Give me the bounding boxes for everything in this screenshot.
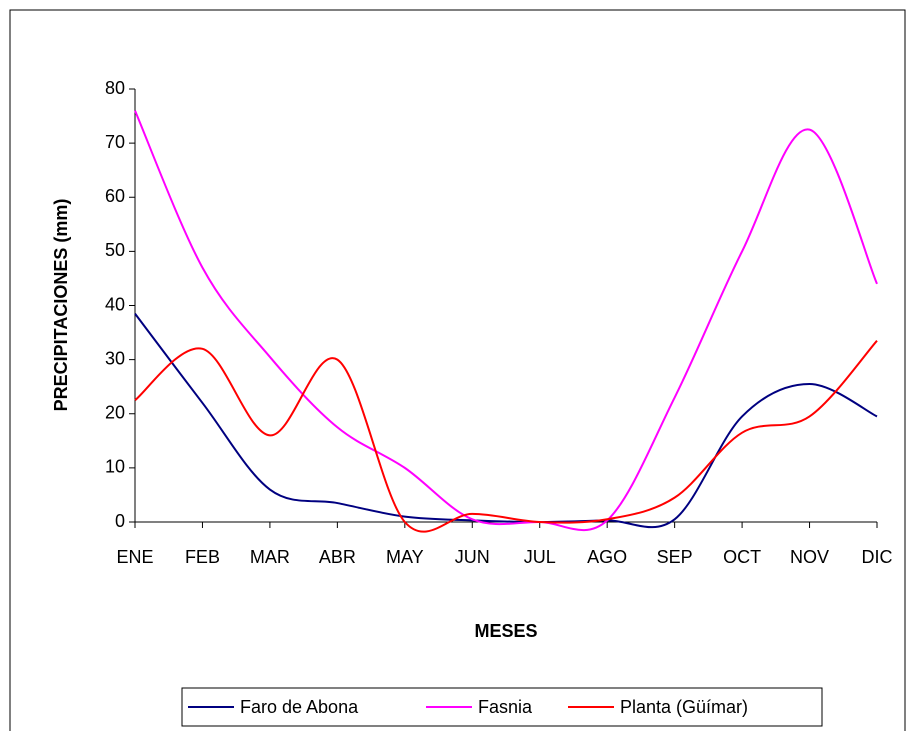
y-tick-label: 40	[105, 294, 125, 314]
x-tick-label: OCT	[723, 547, 761, 567]
series-line	[134, 313, 878, 529]
y-tick-label: 20	[105, 403, 125, 423]
series-line	[134, 110, 878, 531]
x-tick-label: DIC	[862, 547, 893, 567]
legend	[181, 687, 823, 727]
x-axis-label: MESES	[474, 621, 537, 641]
y-tick-label: 60	[105, 186, 125, 206]
y-tick-label: 0	[115, 511, 125, 531]
x-tick-label: JUN	[455, 547, 490, 567]
y-tick-label: 80	[105, 78, 125, 98]
legend-label: Faro de Abona	[240, 697, 359, 717]
x-tick-label: MAR	[250, 547, 290, 567]
legend-label: Planta (Güímar)	[620, 697, 748, 717]
x-tick-label: SEP	[657, 547, 693, 567]
y-tick-label: 10	[105, 457, 125, 477]
x-tick-label: ABR	[319, 547, 356, 567]
chart-frame	[9, 9, 906, 731]
legend-label: Fasnia	[478, 697, 533, 717]
x-tick-label: FEB	[185, 547, 220, 567]
x-tick-label: NOV	[790, 547, 829, 567]
x-tick-label: MAY	[386, 547, 424, 567]
y-axis-label: PRECIPITACIONES (mm)	[51, 199, 71, 412]
x-tick-label: AGO	[587, 547, 627, 567]
series-line	[134, 340, 878, 533]
x-tick-label: ENE	[116, 547, 153, 567]
x-tick-label: JUL	[524, 547, 556, 567]
y-tick-label: 30	[105, 348, 125, 368]
y-tick-label: 70	[105, 132, 125, 152]
y-tick-label: 50	[105, 240, 125, 260]
